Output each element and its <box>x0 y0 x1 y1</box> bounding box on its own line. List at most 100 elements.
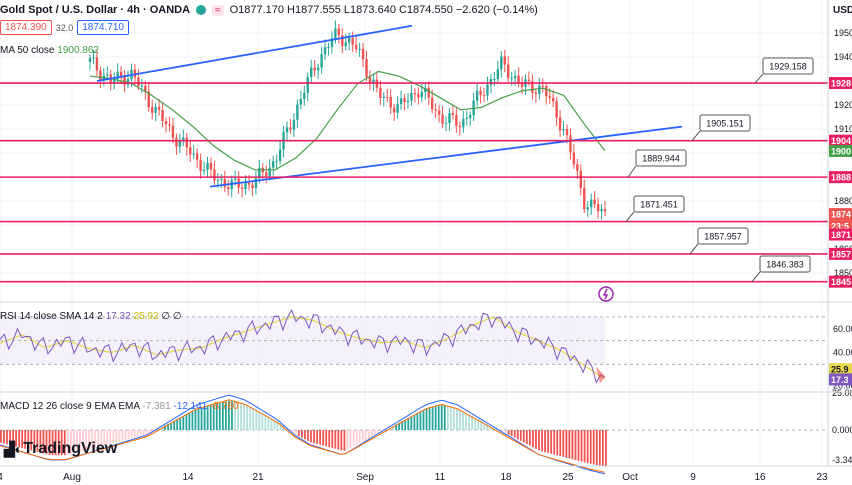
buy-button[interactable]: 1874.710 <box>77 20 129 35</box>
price-tag[interactable] <box>829 134 852 147</box>
alert-icon[interactable] <box>598 286 614 302</box>
toggle-indicator[interactable] <box>196 5 207 15</box>
candle-body <box>123 76 126 85</box>
candle-body <box>565 129 569 136</box>
macd-histogram-bar <box>24 430 27 449</box>
price-tick-label: 1940 <box>834 52 852 62</box>
price-tag-label: 1900 <box>831 146 851 156</box>
rsi-legend[interactable]: RSI 14 close SMA 14 2 17.32 25.92 ∅ ∅ <box>0 311 181 322</box>
macd-histogram-bar <box>88 430 90 450</box>
macd-histogram-bar <box>376 430 379 434</box>
price-tag[interactable] <box>829 144 852 157</box>
candle-body <box>403 98 406 103</box>
callout-box[interactable] <box>697 227 749 245</box>
candle-body <box>489 79 493 85</box>
macd-histogram-bar <box>224 401 227 430</box>
candle-body <box>247 182 251 185</box>
trend-line-upper[interactable] <box>96 24 413 82</box>
macd-histogram-bar <box>176 419 179 430</box>
macd-line-value: -12.141 <box>173 401 208 412</box>
macd-histogram-bar <box>203 407 206 430</box>
time-axis[interactable]: 4 Aug 14 21 Sep 11 18 25 Oct 9 16 23 <box>0 472 828 483</box>
trend-channel <box>96 24 683 188</box>
macd-histogram-bar <box>519 430 522 441</box>
macd-histogram-bar <box>152 430 154 432</box>
rsi-tick-label: 60.00 <box>833 324 852 334</box>
macd-histogram-bar <box>164 425 166 430</box>
macd-histogram-bar <box>51 430 54 456</box>
macd-histogram-bar <box>18 430 21 448</box>
time-tick-label: 25 <box>562 472 574 483</box>
candle-body <box>216 179 220 181</box>
price-tag[interactable] <box>829 275 852 288</box>
tradingview-logo[interactable]: ▟◖ TradingView <box>4 440 117 458</box>
callout-box[interactable] <box>762 57 814 75</box>
macd-histogram-bar <box>373 430 376 436</box>
candle-body <box>254 178 258 188</box>
macd-histogram-bar <box>291 430 294 433</box>
macd-histogram-bar <box>510 430 513 437</box>
callout-box[interactable] <box>759 255 811 273</box>
macd-histogram-bar <box>304 430 306 440</box>
wave-icon[interactable]: ≈ <box>212 4 224 16</box>
macd-histogram-bar <box>562 430 565 457</box>
candle-body <box>386 96 389 98</box>
candle-body <box>579 170 583 188</box>
macd-histogram-bar <box>276 420 279 430</box>
candle-body <box>455 114 458 126</box>
sma-legend[interactable]: MA 50 close 1900.862 <box>0 45 99 56</box>
callout-box[interactable] <box>635 149 687 167</box>
macd-legend[interactable]: MACD 12 26 close 9 EMA EMA -7.381 -12.14… <box>0 401 239 412</box>
macd-histogram-bar <box>167 423 170 430</box>
macd-histogram-bar <box>525 430 528 444</box>
grid <box>0 0 828 466</box>
macd-histogram-bar <box>361 430 364 442</box>
price-tag[interactable] <box>829 208 852 221</box>
candle-body <box>178 141 182 147</box>
candle-body <box>441 114 444 124</box>
macd-histogram-bar <box>370 430 373 437</box>
macd-histogram-bar <box>358 430 361 444</box>
price-tick-label: 1910 <box>834 124 852 134</box>
candle-body <box>351 37 354 45</box>
macd-histogram-bar <box>601 430 604 467</box>
price-tag[interactable] <box>829 171 852 184</box>
macd-histogram-bar <box>30 430 33 451</box>
candle-body <box>458 125 462 128</box>
candle-body <box>596 204 600 212</box>
candle-body <box>507 64 510 78</box>
macd-histogram-bar <box>255 409 258 430</box>
macd-tick-label: -3.34 <box>832 455 852 465</box>
sell-button[interactable]: 1874.390 <box>0 20 52 35</box>
candle-body <box>479 90 482 96</box>
price-tag[interactable] <box>829 77 852 90</box>
candle-body <box>569 135 572 153</box>
macd-histogram-bar <box>85 430 87 451</box>
candle-body <box>527 79 531 82</box>
candle-body <box>406 100 410 103</box>
macd-histogram-bar <box>468 414 470 430</box>
candle-body <box>106 74 109 76</box>
price-axis[interactable]: 1950194019301920191018901880186018501928… <box>829 28 852 288</box>
candle-body <box>558 117 562 131</box>
time-tick-label: 23 <box>816 472 828 483</box>
time-tick-label: 18 <box>500 472 512 483</box>
macd-histogram-bar <box>522 430 525 443</box>
macd-histogram-bar <box>285 427 288 430</box>
macd-histogram-bar <box>477 419 480 430</box>
time-tick-label: 14 <box>182 472 194 483</box>
price-tag[interactable] <box>829 228 852 241</box>
macd-histogram-bar <box>422 410 425 430</box>
callout-label: 1929.158 <box>769 62 807 72</box>
symbol-title[interactable]: Gold Spot / U.S. Dollar · 4h · OANDA <box>0 4 191 16</box>
callout-box[interactable] <box>633 195 685 213</box>
time-tick-label: 4 <box>0 472 3 483</box>
price-tag[interactable] <box>829 247 852 260</box>
candle-body <box>434 109 437 111</box>
candle-body <box>583 187 586 210</box>
price-tag-label: 1871 <box>831 230 851 240</box>
candle-body <box>410 92 413 101</box>
callout-box[interactable] <box>699 114 751 132</box>
candle-body <box>164 121 168 125</box>
